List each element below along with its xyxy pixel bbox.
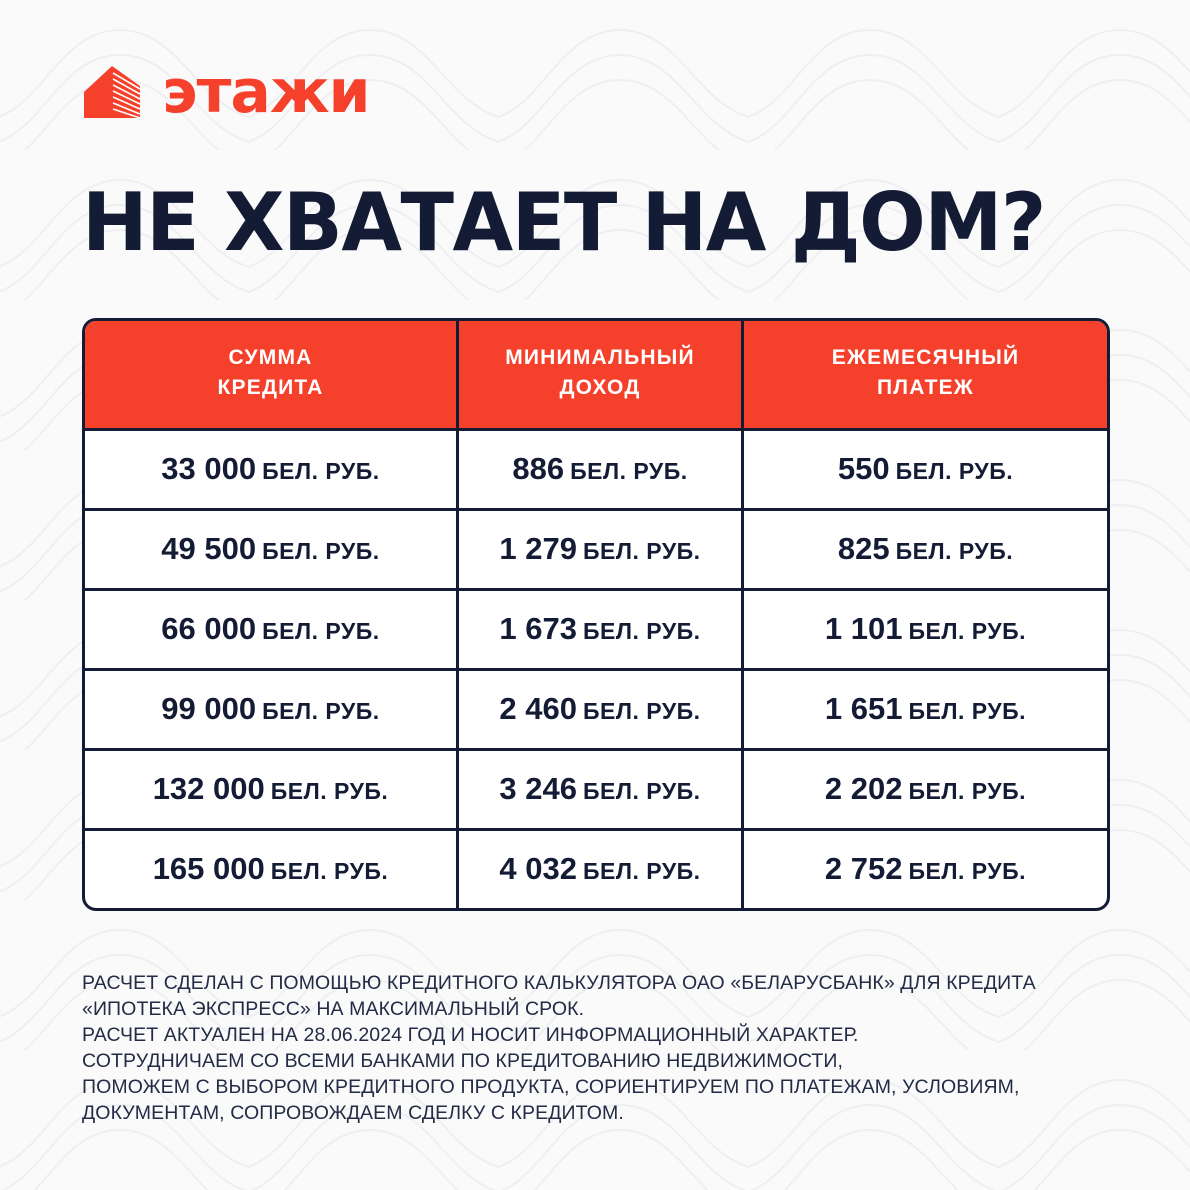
value-number: 66 000 [161, 611, 257, 647]
value-number: 1 673 [499, 611, 577, 647]
value-with-currency: 2 460 БЕЛ. РУБ. [499, 691, 700, 727]
cell-loan-amount: 165 000 БЕЛ. РУБ. [85, 831, 456, 908]
currency-label: БЕЛ. РУБ. [262, 538, 380, 565]
value-with-currency: 825 БЕЛ. РУБ. [838, 531, 1013, 567]
value-with-currency: 886 БЕЛ. РУБ. [512, 451, 687, 487]
currency-label: БЕЛ. РУБ. [908, 858, 1027, 885]
currency-label: БЕЛ. РУБ. [262, 618, 380, 645]
currency-label: БЕЛ. РУБ. [895, 458, 1014, 485]
cell-loan-amount: 99 000 БЕЛ. РУБ. [85, 671, 456, 748]
value-with-currency: 2 202 БЕЛ. РУБ. [825, 771, 1026, 807]
cell-min-income: 2 460 БЕЛ. РУБ. [456, 670, 741, 748]
value-with-currency: 1 101 БЕЛ. РУБ. [825, 611, 1026, 647]
value-with-currency: 99 000 БЕЛ. РУБ. [161, 691, 379, 727]
currency-label: БЕЛ. РУБ. [895, 538, 1014, 565]
value-number: 2 460 [499, 691, 577, 727]
table-body: 33 000 БЕЛ. РУБ. 886 БЕЛ. РУБ. 550 БЕЛ. РУБ. 4… [85, 427, 1107, 908]
currency-label: БЕЛ. РУБ. [908, 618, 1027, 645]
currency-label: БЕЛ. РУБ. [908, 778, 1027, 805]
column-header-loan-amount: СУММА КРЕДИТА [217, 346, 324, 400]
disclaimer-line: СОТРУДНИЧАЕМ СО ВСЕМИ БАНКАМИ ПО КРЕДИТО… [82, 1050, 844, 1072]
cell-min-income: 886 БЕЛ. РУБ. [456, 430, 741, 508]
disclaimer-line: «ИПОТЕКА ЭКСПРЕСС» НА МАКСИМАЛЬНЫЙ СРОК. [82, 998, 585, 1020]
value-with-currency: 49 500 БЕЛ. РУБ. [161, 531, 379, 567]
value-number: 1 279 [499, 531, 577, 567]
brand-name: этажи [162, 57, 371, 127]
disclaimer-line: ДОКУМЕНТАМ, СОПРОВОЖДАЕМ СДЕЛКУ С КРЕДИТ… [82, 1102, 624, 1124]
currency-label: БЕЛ. РУБ. [583, 538, 701, 565]
table-row: 165 000 БЕЛ. РУБ. 4 032 БЕЛ. РУБ. 2 752 БЕЛ. … [85, 827, 1107, 908]
value-number: 132 000 [152, 771, 265, 807]
value-with-currency: 1 651 БЕЛ. РУБ. [825, 691, 1026, 727]
disclaimer-line: РАСЧЕТ СДЕЛАН С ПОМОЩЬЮ КРЕДИТНОГО КАЛЬК… [82, 972, 1036, 994]
value-number: 4 032 [499, 851, 577, 887]
column-header-monthly-fee: ЕЖЕМЕСЯЧНЫЙ ПЛАТЕЖ [741, 321, 1107, 428]
value-with-currency: 1 279 БЕЛ. РУБ. [499, 531, 700, 567]
currency-label: БЕЛ. РУБ. [262, 458, 380, 485]
table-row: 49 500 БЕЛ. РУБ. 1 279 БЕЛ. РУБ. 825 БЕЛ. РУБ… [85, 507, 1107, 588]
table-header-row: СУММА КРЕДИТА МИНИМАЛЬНЫЙ ДОХОД ЕЖЕМЕСЯЧ… [85, 321, 1107, 428]
value-with-currency: 3 246 БЕЛ. РУБ. [499, 771, 700, 807]
cell-loan-amount: 132 000 БЕЛ. РУБ. [85, 751, 456, 828]
value-with-currency: 33 000 БЕЛ. РУБ. [161, 451, 379, 487]
disclaimer-line: ПОМОЖЕМ С ВЫБОРОМ КРЕДИТНОГО ПРОДУКТА, С… [82, 1076, 1020, 1098]
cell-loan-amount: 33 000 БЕЛ. РУБ. [85, 431, 456, 508]
table-row: 132 000 БЕЛ. РУБ. 3 246 БЕЛ. РУБ. 2 202 БЕЛ. … [85, 747, 1107, 828]
table-row: 33 000 БЕЛ. РУБ. 886 БЕЛ. РУБ. 550 БЕЛ. РУБ. [85, 427, 1107, 508]
value-with-currency: 2 752 БЕЛ. РУБ. [825, 851, 1026, 887]
disclaimer-line: РАСЧЕТ АКТУАЛЕН НА 28.06.2024 ГОД И НОСИ… [82, 1024, 859, 1046]
cell-min-income: 3 246 БЕЛ. РУБ. [456, 750, 741, 828]
disclaimer-text: РАСЧЕТ СДЕЛАН С ПОМОЩЬЮ КРЕДИТНОГО КАЛЬК… [82, 970, 1142, 1126]
cell-loan-amount: 66 000 БЕЛ. РУБ. [85, 591, 456, 668]
value-with-currency: 132 000 БЕЛ. РУБ. [153, 771, 389, 807]
value-with-currency: 4 032 БЕЛ. РУБ. [499, 851, 700, 887]
cell-min-income: 1 673 БЕЛ. РУБ. [456, 590, 741, 668]
currency-label: БЕЛ. РУБ. [262, 698, 380, 725]
value-number: 1 101 [824, 611, 903, 647]
cell-monthly-payment: 1 651 БЕЛ. РУБ. [741, 670, 1107, 748]
currency-label: БЕЛ. РУБ. [583, 618, 701, 645]
credit-table: СУММА КРЕДИТА МИНИМАЛЬНЫЙ ДОХОД ЕЖЕМЕСЯЧ… [82, 318, 1110, 911]
currency-label: БЕЛ. РУБ. [570, 458, 688, 485]
brand-logo[interactable]: этажи [82, 57, 371, 127]
value-number: 3 246 [499, 771, 577, 807]
currency-label: БЕЛ. РУБ. [583, 858, 701, 885]
value-number: 165 000 [152, 851, 265, 887]
value-number: 886 [512, 451, 565, 487]
value-number: 550 [837, 451, 890, 487]
value-with-currency: 165 000 БЕЛ. РУБ. [153, 851, 389, 887]
value-number: 2 202 [824, 771, 903, 807]
table-row: 99 000 БЕЛ. РУБ. 2 460 БЕЛ. РУБ. 1 651 БЕЛ. Р… [85, 667, 1107, 748]
currency-label: БЕЛ. РУБ. [583, 778, 701, 805]
cell-monthly-payment: 2 752 БЕЛ. РУБ. [741, 830, 1107, 908]
building-icon [84, 66, 141, 119]
value-number: 1 651 [824, 691, 903, 727]
value-number: 825 [837, 531, 890, 567]
currency-label: БЕЛ. РУБ. [270, 778, 389, 805]
cell-loan-amount: 49 500 БЕЛ. РУБ. [85, 511, 456, 588]
value-number: 33 000 [161, 451, 257, 487]
currency-label: БЕЛ. РУБ. [583, 698, 701, 725]
cell-min-income: 4 032 БЕЛ. РУБ. [456, 830, 741, 908]
value-number: 2 752 [824, 851, 903, 887]
cell-min-income: 1 279 БЕЛ. РУБ. [456, 510, 741, 588]
table-row: 66 000 БЕЛ. РУБ. 1 673 БЕЛ. РУБ. 1 101 БЕЛ. Р… [85, 587, 1107, 668]
value-number: 49 500 [161, 531, 257, 567]
value-number: 99 000 [161, 691, 257, 727]
value-with-currency: 1 673 БЕЛ. РУБ. [499, 611, 700, 647]
value-with-currency: 66 000 БЕЛ. РУБ. [161, 611, 379, 647]
currency-label: БЕЛ. РУБ. [270, 858, 389, 885]
page-title: НЕ ХВАТАЕТ НА ДОМ? [82, 176, 1046, 269]
cell-monthly-payment: 2 202 БЕЛ. РУБ. [741, 750, 1107, 828]
value-with-currency: 550 БЕЛ. РУБ. [838, 451, 1013, 487]
cell-monthly-payment: 1 101 БЕЛ. РУБ. [741, 590, 1107, 668]
cell-monthly-payment: 550 БЕЛ. РУБ. [741, 430, 1107, 508]
cell-monthly-payment: 825 БЕЛ. РУБ. [741, 510, 1107, 588]
column-header-min-income: МИНИМАЛЬНЫЙ ДОХОД [456, 321, 741, 428]
currency-label: БЕЛ. РУБ. [908, 698, 1027, 725]
